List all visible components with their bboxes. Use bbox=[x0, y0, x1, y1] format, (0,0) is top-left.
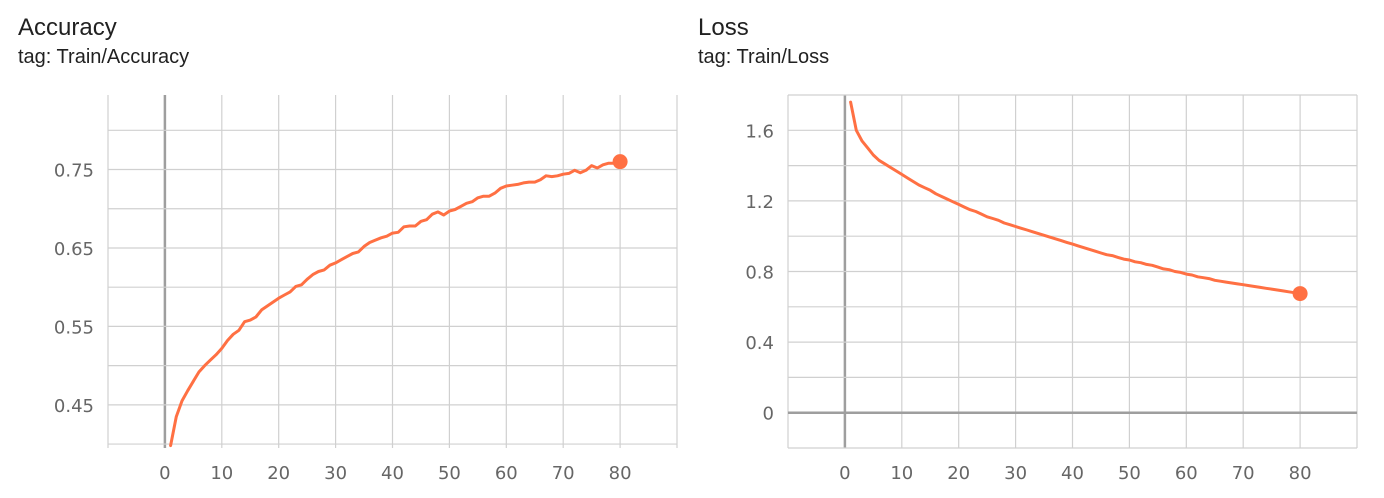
x-tick-label: 0 bbox=[839, 463, 850, 484]
y-tick-label: 0.4 bbox=[745, 333, 774, 354]
x-tick-label: 70 bbox=[552, 463, 575, 484]
x-tick-label: 80 bbox=[1289, 463, 1312, 484]
accuracy-plot[interactable]: 0 10 20 30 40 50 60 70 80 0.45 0.55 0.65 0.75 bbox=[0, 0, 680, 498]
y-tick-label: 0 bbox=[763, 404, 774, 425]
loss-chart-panel: Loss tag: Train/Loss 0 10 20 30 40 50 60 70 80 0 0… bbox=[680, 0, 1360, 498]
x-tick-label: 50 bbox=[1118, 463, 1141, 484]
accuracy-chart-panel: Accuracy tag: Train/Accuracy 0 10 20 30 40 50… bbox=[0, 0, 680, 498]
loss-plot[interactable]: 0 10 20 30 40 50 60 70 80 0 0.4 0.8 1.2 1.6 bbox=[680, 0, 1360, 498]
x-tick-label: 10 bbox=[890, 463, 913, 484]
x-tick-label: 30 bbox=[1004, 463, 1027, 484]
x-tick-label: 0 bbox=[159, 463, 170, 484]
y-tick-label: 0.55 bbox=[54, 317, 94, 338]
x-tick-label: 50 bbox=[438, 463, 461, 484]
y-tick-label: 1.2 bbox=[745, 192, 774, 213]
y-tick-label: 0.65 bbox=[54, 239, 94, 260]
chart-title: Accuracy bbox=[18, 14, 117, 41]
x-tick-label: 70 bbox=[1232, 463, 1255, 484]
x-tick-label: 30 bbox=[324, 463, 347, 484]
y-tick-label: 0.75 bbox=[54, 161, 94, 182]
chart-subtitle: tag: Train/Accuracy bbox=[18, 46, 190, 68]
x-tick-label: 60 bbox=[1175, 463, 1198, 484]
x-tick-label: 40 bbox=[381, 463, 404, 484]
series-end-marker bbox=[1292, 286, 1308, 302]
x-tick-label: 80 bbox=[609, 463, 632, 484]
x-tick-label: 20 bbox=[947, 463, 970, 484]
chart-title: Loss bbox=[698, 14, 749, 41]
y-tick-label: 0.8 bbox=[745, 263, 774, 284]
x-tick-label: 40 bbox=[1061, 463, 1084, 484]
series-line bbox=[169, 160, 622, 448]
series-line bbox=[849, 100, 1302, 296]
y-tick-label: 0.45 bbox=[54, 396, 94, 417]
series-end-marker bbox=[612, 154, 628, 170]
chart-subtitle: tag: Train/Loss bbox=[698, 46, 830, 68]
y-tick-label: 1.6 bbox=[745, 121, 774, 142]
x-tick-label: 10 bbox=[210, 463, 233, 484]
x-tick-label: 20 bbox=[267, 463, 290, 484]
x-tick-label: 60 bbox=[495, 463, 518, 484]
